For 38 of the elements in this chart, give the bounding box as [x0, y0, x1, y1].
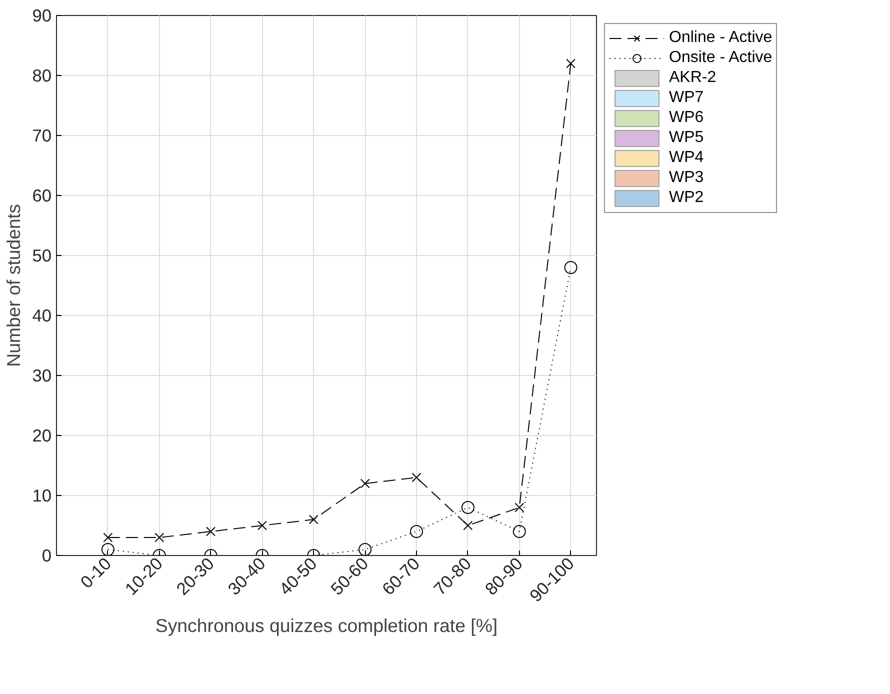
- point: [101, 543, 114, 556]
- y-tick-label: 60: [32, 186, 52, 206]
- point: [358, 543, 372, 556]
- point: [566, 58, 576, 68]
- legend-label: WP4: [669, 148, 704, 168]
- legend-label: WP3: [669, 168, 704, 188]
- point: [461, 501, 474, 514]
- point: [564, 261, 578, 274]
- x-tick-label: 0-10: [76, 553, 115, 592]
- point: [206, 526, 216, 536]
- point: [410, 525, 423, 538]
- legend-label: WP5: [669, 128, 704, 148]
- legend-label: Onsite - Active: [669, 48, 772, 68]
- y-tick-label: 30: [32, 366, 52, 386]
- point: [512, 525, 526, 538]
- x-axis-title: Synchronous quizzes completion rate [%]: [155, 615, 498, 636]
- y-tick-label: 10: [32, 486, 52, 506]
- y-tick-label: 70: [32, 126, 52, 146]
- point: [463, 520, 473, 530]
- legend-label: Online - Active: [669, 28, 772, 48]
- point: [308, 514, 318, 524]
- y-tick-label: 80: [32, 66, 52, 86]
- point: [154, 532, 164, 542]
- point: [103, 532, 113, 542]
- legend-label: WP6: [669, 108, 704, 128]
- y-tick-label: 40: [32, 306, 52, 326]
- y-tick-label: 0: [42, 546, 52, 566]
- point: [514, 502, 524, 512]
- legend-label: AKR-2: [669, 68, 716, 88]
- legend-label: WP7: [669, 88, 704, 108]
- y-tick-label: 90: [32, 6, 52, 26]
- legend-label: WP2: [669, 188, 704, 208]
- point: [257, 520, 267, 530]
- point: [412, 472, 422, 482]
- y-tick-label: 50: [32, 246, 52, 266]
- y-tick-label: 20: [32, 426, 52, 446]
- point: [360, 478, 370, 488]
- y-axis-title: Number of students: [3, 204, 24, 367]
